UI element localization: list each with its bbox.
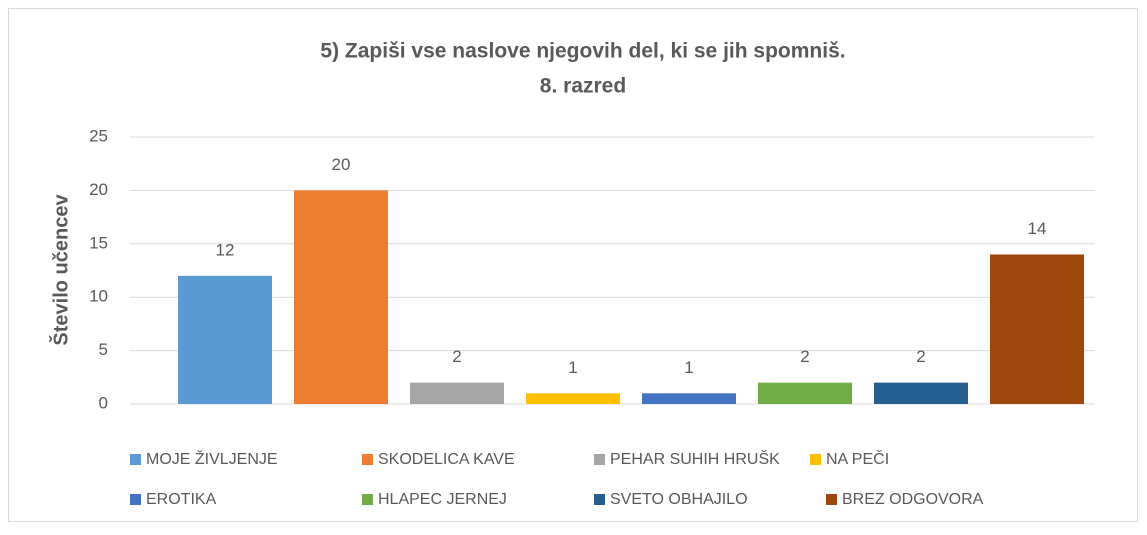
y-tick-label: 10 bbox=[89, 287, 108, 306]
value-label: 12 bbox=[216, 240, 235, 259]
chart-title: 5) Zapiši vse naslove njegovih del, ki s… bbox=[320, 40, 845, 63]
value-label: 1 bbox=[684, 358, 693, 377]
value-label: 1 bbox=[568, 358, 577, 377]
legend-swatch bbox=[826, 494, 837, 505]
legend-label: HLAPEC JERNEJ bbox=[378, 491, 507, 508]
chart-frame bbox=[8, 8, 1138, 522]
value-label: 2 bbox=[452, 347, 461, 366]
legend-swatch bbox=[130, 494, 141, 505]
y-tick-label: 15 bbox=[89, 233, 108, 252]
bar bbox=[990, 254, 1084, 404]
y-tick-label: 25 bbox=[89, 126, 108, 145]
legend-swatch bbox=[362, 454, 373, 465]
value-label: 14 bbox=[1028, 219, 1047, 238]
legend-label: MOJE ŽIVLJENJE bbox=[146, 449, 278, 468]
legend-label: SVETO OBHAJILO bbox=[610, 491, 748, 508]
legend-label: SKODELICA KAVE bbox=[378, 451, 515, 468]
value-label: 2 bbox=[800, 347, 809, 366]
legend-swatch bbox=[594, 454, 605, 465]
y-axis-label: Število učencev bbox=[48, 194, 72, 346]
bar bbox=[642, 393, 736, 404]
value-label: 20 bbox=[332, 155, 351, 174]
value-label: 2 bbox=[916, 347, 925, 366]
legend-label: BREZ ODGOVORA bbox=[842, 491, 984, 508]
bar bbox=[178, 275, 272, 404]
legend-swatch bbox=[594, 494, 605, 505]
y-tick-label: 20 bbox=[89, 180, 108, 199]
chart-subtitle: 8. razred bbox=[540, 75, 626, 98]
legend-swatch bbox=[362, 494, 373, 505]
y-tick-label: 5 bbox=[99, 340, 108, 359]
legend-swatch bbox=[130, 454, 141, 465]
bar bbox=[758, 382, 852, 404]
legend-label: EROTIKA bbox=[146, 491, 217, 508]
bar bbox=[874, 382, 968, 404]
bar bbox=[526, 393, 620, 404]
legend-swatch bbox=[810, 454, 821, 465]
bar bbox=[294, 190, 388, 404]
y-tick-label: 0 bbox=[99, 393, 108, 412]
legend-label: PEHAR SUHIH HRUŠK bbox=[610, 449, 780, 468]
bar bbox=[410, 382, 504, 404]
legend-label: NA PEČI bbox=[826, 449, 889, 468]
